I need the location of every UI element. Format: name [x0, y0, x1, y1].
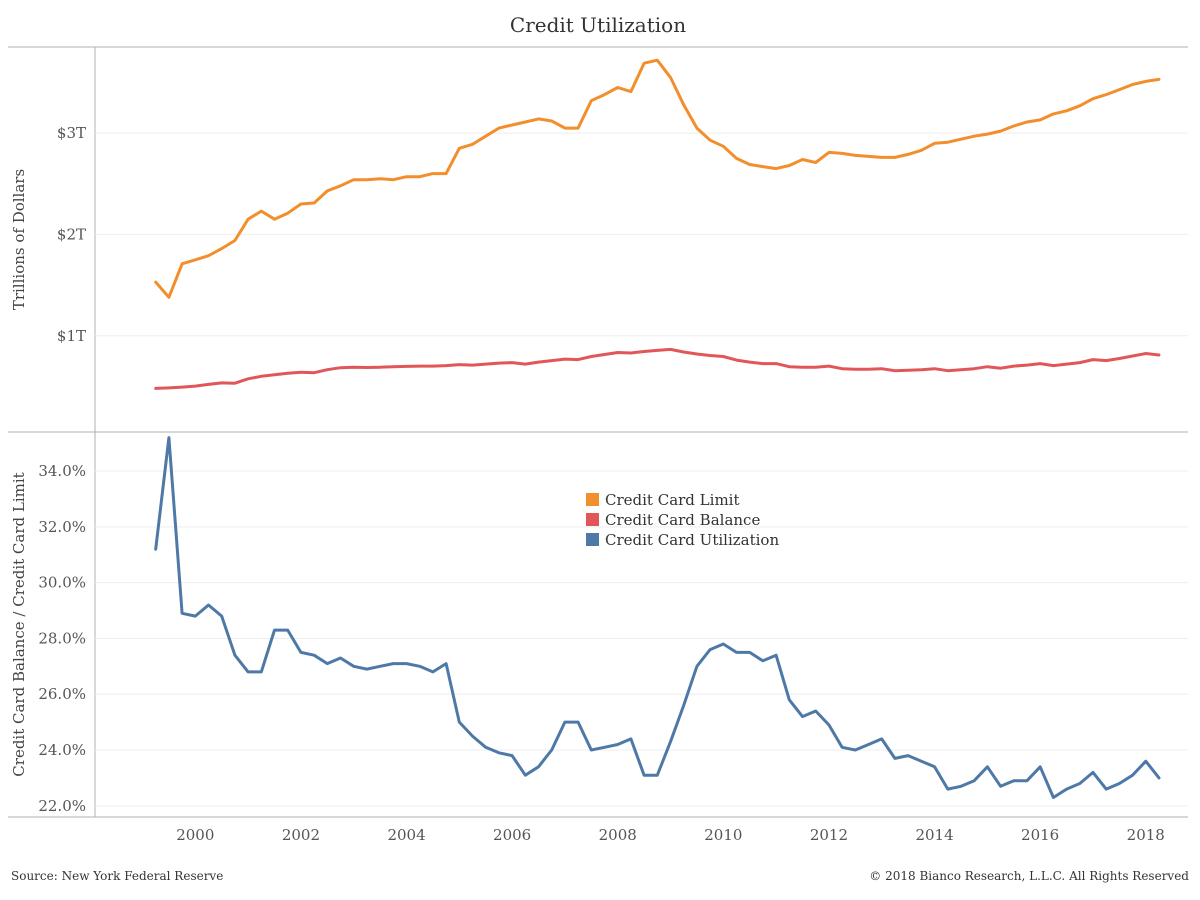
- legend-swatch: [586, 493, 599, 506]
- x-tick-label: 2010: [704, 826, 742, 844]
- x-tick-label: 2002: [282, 826, 320, 844]
- chart-legend: Credit Card Limit Credit Card Balance Cred…: [586, 491, 779, 549]
- x-tick-label: 2014: [915, 826, 953, 844]
- y-tick-label: 24.0%: [38, 741, 86, 759]
- x-tick-label: 2004: [387, 826, 425, 844]
- legend-label: Credit Card Limit: [605, 491, 740, 509]
- y-tick-label: $3T: [57, 124, 86, 142]
- chart-panel-1: $1T $2T $3T Trillions of Dollars: [10, 58, 1188, 390]
- y-tick-label: 30.0%: [38, 574, 86, 592]
- y-tick-label: 22.0%: [38, 797, 86, 815]
- legend-label: Credit Card Balance: [605, 511, 760, 529]
- source-note: Source: New York Federal Reserve: [11, 869, 224, 883]
- y-tick-label: $1T: [57, 327, 86, 345]
- chart-panel-2: 22.0% 24.0% 26.0% 28.0% 30.0% 32.0% 34.0% Credi…: [10, 436, 1188, 844]
- y-axis-label: Trillions of Dollars: [10, 169, 28, 310]
- x-tick-label: 2016: [1021, 826, 1059, 844]
- y-tick-label: 26.0%: [38, 685, 86, 703]
- chart-title: Credit Utilization: [510, 13, 686, 37]
- y-tick-label: $2T: [57, 225, 86, 243]
- credit-card-balance-line: [154, 347, 1161, 390]
- legend-label: Credit Card Utilization: [605, 531, 779, 549]
- y-tick-label: 32.0%: [38, 518, 86, 536]
- x-tick-label: 2018: [1127, 826, 1165, 844]
- x-tick-label: 2000: [176, 826, 214, 844]
- legend-swatch: [586, 533, 599, 546]
- x-tick-label: 2008: [599, 826, 637, 844]
- credit-card-utilization-line: [154, 436, 1161, 799]
- y-tick-label: 28.0%: [38, 629, 86, 647]
- x-tick-label: 2012: [810, 826, 848, 844]
- copyright-note: © 2018 Bianco Research, L.L.C. All Right…: [869, 869, 1189, 883]
- legend-swatch: [586, 513, 599, 526]
- x-tick-label: 2006: [493, 826, 531, 844]
- y-axis-label: Credit Card Balance / Credit Card Limit: [10, 472, 28, 776]
- y-tick-label: 34.0%: [38, 462, 86, 480]
- credit-card-limit-line: [154, 58, 1161, 299]
